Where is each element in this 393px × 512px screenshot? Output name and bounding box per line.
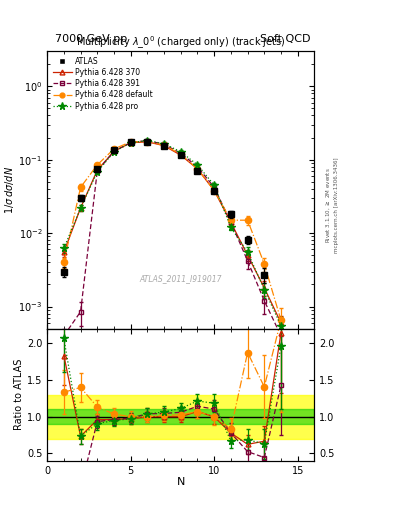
Text: Rivet 3.1.10, $\geq$ 2M events: Rivet 3.1.10, $\geq$ 2M events [324, 167, 332, 243]
Text: 7000 GeV pp: 7000 GeV pp [55, 33, 127, 44]
Text: mcplots.cern.ch [arXiv:1306.3436]: mcplots.cern.ch [arXiv:1306.3436] [334, 157, 338, 252]
X-axis label: N: N [176, 477, 185, 487]
Text: ATLAS_2011_I919017: ATLAS_2011_I919017 [140, 274, 222, 283]
Title: Multiplicity $\lambda\_0^0$ (charged only) (track jets): Multiplicity $\lambda\_0^0$ (charged onl… [76, 35, 286, 51]
Y-axis label: Ratio to ATLAS: Ratio to ATLAS [14, 359, 24, 431]
Text: Soft QCD: Soft QCD [260, 33, 310, 44]
Bar [47, 410, 314, 424]
Legend: ATLAS, Pythia 6.428 370, Pythia 6.428 391, Pythia 6.428 default, Pythia 6.428 pr: ATLAS, Pythia 6.428 370, Pythia 6.428 39… [51, 55, 154, 112]
Y-axis label: $1/\sigma\, d\sigma/dN$: $1/\sigma\, d\sigma/dN$ [2, 166, 16, 214]
Bar [47, 395, 314, 439]
